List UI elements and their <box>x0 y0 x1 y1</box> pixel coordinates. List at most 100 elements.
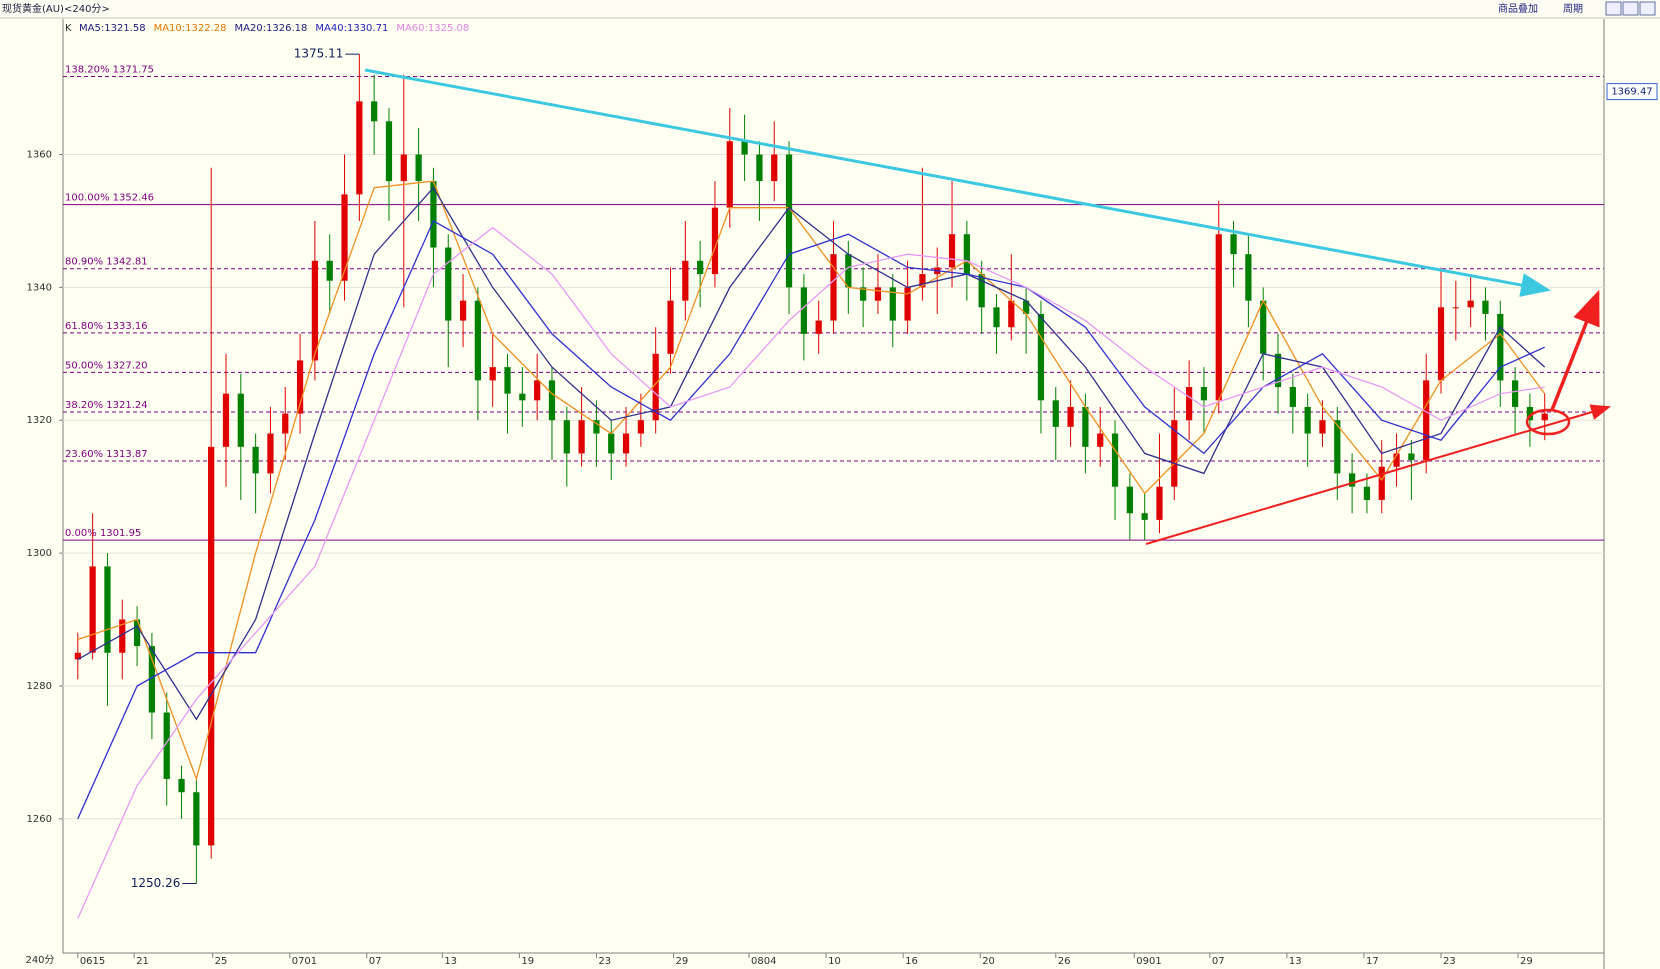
candle-body <box>963 234 970 275</box>
legend-entry: MA20:1326.18 <box>234 23 307 34</box>
x-tick-label: 25 <box>215 956 228 967</box>
extreme-label: 1375.11 <box>294 47 344 61</box>
period-button[interactable]: 周期 <box>1563 3 1583 15</box>
y-tick-label: 1320 <box>27 415 52 426</box>
resistance-trendline <box>364 68 1551 297</box>
candle-body <box>1274 353 1282 388</box>
x-tick-label: 29 <box>675 956 688 967</box>
candle-body <box>1023 300 1030 314</box>
candle-body <box>1363 486 1371 500</box>
candle-body <box>1526 406 1534 421</box>
candle-body <box>1482 300 1489 314</box>
candle-body <box>1097 433 1104 447</box>
candle-body <box>415 154 422 182</box>
candle-body <box>726 141 733 208</box>
ma-line <box>77 219 1545 820</box>
candle-body <box>756 154 763 182</box>
candle-body <box>667 300 674 354</box>
candle-body <box>400 154 407 182</box>
candle-body <box>1437 307 1445 381</box>
overlay-button[interactable]: 商品叠加 <box>1498 2 1538 15</box>
x-tick-label: 16 <box>905 956 918 967</box>
ma-line <box>77 180 1546 782</box>
candle-body <box>534 380 541 401</box>
candle-body <box>830 254 837 321</box>
candle-body <box>948 234 956 268</box>
candle-body <box>1260 300 1267 354</box>
candle-body <box>1452 307 1459 309</box>
fib-label: 138.20% 1371.75 <box>65 64 154 75</box>
nav-right[interactable] <box>1622 1 1639 16</box>
candle-body <box>296 360 304 414</box>
candle-body <box>919 274 926 288</box>
candle-body <box>711 207 719 275</box>
candle-body <box>1408 453 1415 461</box>
candle-body <box>1348 473 1356 487</box>
candle-body <box>385 121 393 182</box>
candle-body <box>1304 406 1311 434</box>
x-tick-label: 23 <box>598 956 611 967</box>
breakout-arrow <box>1550 289 1600 411</box>
candle-body <box>445 247 452 321</box>
nav-zoom[interactable] <box>1639 1 1656 16</box>
y-tick-label: 1260 <box>27 814 52 825</box>
candle-body <box>993 307 1000 328</box>
candle-body <box>548 380 556 421</box>
candle-body <box>860 287 867 301</box>
candle-body <box>1319 420 1326 434</box>
candle-body <box>178 778 185 793</box>
candle-body <box>237 393 244 447</box>
nav-icons[interactable] <box>1605 1 1656 16</box>
candle-body <box>148 646 156 713</box>
window-title: 现货黄金(AU)<240分> <box>2 2 110 15</box>
candle-body <box>1111 433 1119 487</box>
x-tick-label: 23 <box>1443 956 1456 967</box>
candle-body <box>519 393 526 401</box>
x-tick-label: 13 <box>444 956 457 967</box>
x-tick-label: 13 <box>1289 956 1302 967</box>
candle-body <box>74 652 81 660</box>
x-tick-label: 17 <box>1366 956 1379 967</box>
candle-body <box>252 446 259 474</box>
fib-label: 23.60% 1313.87 <box>65 449 148 460</box>
candle-body <box>1037 313 1045 401</box>
candle-body <box>1171 420 1178 487</box>
candle-body <box>1378 466 1385 500</box>
period-label: 240分 <box>25 954 54 966</box>
candle-body <box>430 181 437 248</box>
candle-body <box>489 367 496 381</box>
candle-body <box>163 712 170 779</box>
candle-body <box>652 353 659 421</box>
candle-body <box>622 433 630 454</box>
candle-body <box>208 446 215 846</box>
candle-body <box>771 154 778 182</box>
candle-body <box>1467 300 1474 308</box>
y-tick-label: 1340 <box>27 282 52 293</box>
y-tick-label: 1300 <box>27 548 52 559</box>
candle-body <box>697 260 704 275</box>
candle-body <box>1289 387 1296 407</box>
candle-body <box>222 393 230 447</box>
nav-left[interactable] <box>1605 1 1622 16</box>
current-price-box <box>1606 83 1658 101</box>
x-tick-label: 29 <box>1520 956 1533 967</box>
y-tick-label: 1360 <box>27 150 52 161</box>
candle-body <box>1497 313 1504 381</box>
candle-body <box>741 141 748 155</box>
candle-body <box>815 320 822 334</box>
candle-body <box>371 101 378 122</box>
fib-label: 80.90% 1342.81 <box>65 257 148 268</box>
candle-body <box>1245 254 1252 301</box>
candle-body <box>1186 387 1193 421</box>
candle-body <box>1067 406 1074 427</box>
x-tick-label: 20 <box>982 956 995 967</box>
candle-body <box>1230 234 1237 255</box>
candle-body <box>978 274 985 308</box>
candle-body <box>1008 300 1015 328</box>
candle-body <box>326 260 333 281</box>
candle-body <box>1541 413 1548 421</box>
candle-body <box>563 420 570 454</box>
candle-body <box>89 566 96 653</box>
candle-body <box>1423 380 1430 461</box>
